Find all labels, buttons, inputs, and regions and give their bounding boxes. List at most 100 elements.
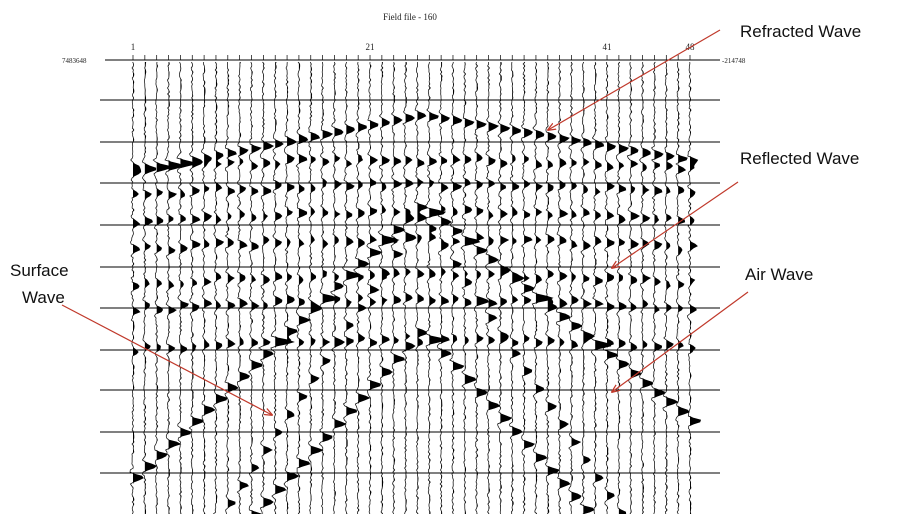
annotation: Surface (10, 261, 69, 280)
trace-fill (441, 62, 452, 514)
trace (270, 61, 295, 514)
trace-label: 1 (131, 42, 136, 52)
trace-fill (275, 62, 294, 514)
trace (472, 61, 489, 514)
trace-fill (690, 62, 701, 514)
trace-fill (476, 62, 489, 514)
trace-label: 21 (366, 42, 375, 52)
trace-fill (393, 62, 405, 514)
trace-fill (251, 62, 263, 514)
trace (342, 61, 362, 514)
trace-fill (429, 62, 446, 514)
traces (129, 55, 702, 514)
trace (201, 61, 216, 514)
trace (436, 62, 452, 514)
trace-fill (571, 62, 582, 514)
trace (129, 61, 144, 514)
trace (484, 61, 501, 514)
trace-fill (607, 62, 618, 514)
trace (164, 61, 184, 514)
arrow (612, 181, 739, 268)
trace (224, 62, 240, 514)
trace-fill (358, 62, 370, 514)
trace-fill (618, 62, 629, 514)
trace (283, 61, 300, 514)
scale-right: -214748 (722, 57, 746, 65)
trace-fill (298, 62, 311, 514)
trace (258, 61, 275, 514)
trace (531, 61, 554, 514)
trace-fill (156, 62, 171, 514)
trace (579, 61, 596, 514)
trace (460, 61, 481, 514)
trace (626, 61, 642, 514)
trace (602, 61, 618, 514)
trace (248, 61, 263, 514)
trace-fill (263, 62, 274, 514)
trace (413, 61, 428, 514)
trace (615, 61, 630, 514)
trace (188, 61, 204, 514)
trace (509, 61, 525, 514)
trace-label: 41 (603, 42, 612, 52)
trace-fill (488, 62, 500, 514)
trace (590, 61, 612, 514)
arrow (548, 29, 721, 130)
trace (377, 61, 400, 514)
trace (555, 61, 571, 514)
trace (449, 61, 465, 514)
trace (318, 61, 339, 514)
trace (176, 61, 197, 514)
trace-fill (512, 62, 525, 514)
trace-fill (144, 62, 157, 514)
trace (353, 61, 371, 514)
trace-fill (192, 62, 203, 514)
trace (366, 61, 383, 514)
trace-fill (417, 62, 428, 514)
trace-fill (666, 62, 678, 514)
trace (152, 61, 171, 514)
trace (544, 61, 561, 514)
trace-fill (595, 62, 611, 514)
time-lines (100, 59, 720, 474)
trace (295, 61, 312, 514)
annotation: Reflected Wave (740, 149, 859, 168)
trace-fill (405, 62, 416, 514)
trace (401, 61, 417, 514)
trace-fill (654, 62, 665, 514)
arrow (612, 291, 749, 392)
trace (236, 61, 251, 514)
annotation: Wave (22, 288, 65, 307)
trace-fill (227, 62, 239, 514)
trace (424, 61, 447, 514)
trace-fill (464, 62, 480, 514)
trace-fill (334, 62, 346, 514)
trace-fill (287, 62, 299, 514)
trace-fill (204, 62, 215, 514)
title: Field file - 160 (383, 12, 437, 22)
trace (213, 61, 228, 514)
trace (568, 61, 583, 514)
trace (330, 61, 347, 514)
scale-left: 7483648 (62, 57, 87, 65)
trace (390, 61, 406, 514)
trace-fill (524, 62, 535, 514)
trace-fill (180, 62, 196, 514)
trace-fill (678, 62, 690, 514)
annotation: Air Wave (745, 265, 813, 284)
trace-fill (547, 62, 560, 514)
trace (686, 61, 702, 514)
trace-fill (642, 62, 653, 514)
trace (497, 61, 513, 514)
trace-fill (630, 62, 641, 514)
trace-fill (535, 62, 553, 514)
trace (307, 61, 324, 514)
trace-fill (500, 62, 512, 514)
trace-fill (583, 62, 595, 514)
trace (141, 61, 158, 514)
trace-fill (215, 62, 227, 514)
arrow (61, 304, 272, 415)
trace (662, 61, 679, 514)
